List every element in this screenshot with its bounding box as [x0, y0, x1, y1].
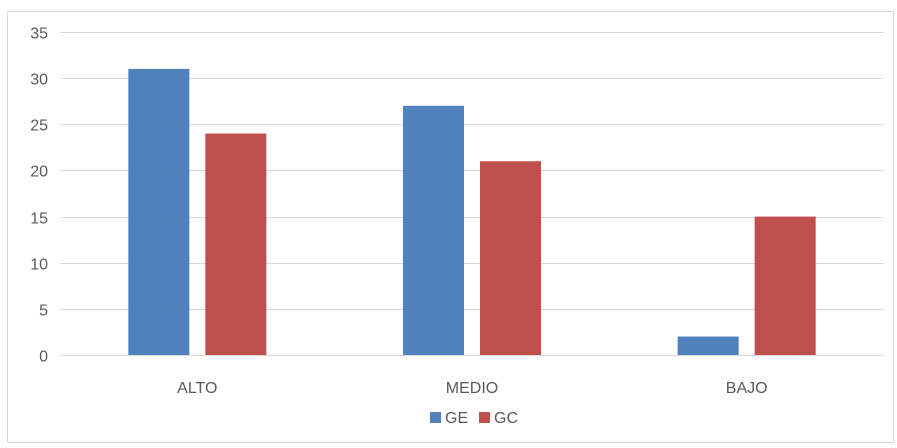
y-tick-label-20: 20: [30, 164, 48, 181]
x-axis-tick-labels: ALTO MEDIO BAJO: [177, 380, 767, 397]
y-tick-label-25: 25: [30, 118, 48, 135]
gridlines: [60, 32, 884, 356]
x-tick-label-bajo: BAJO: [726, 380, 768, 397]
legend-label-ge: GE: [445, 410, 468, 427]
y-tick-label-5: 5: [39, 303, 48, 320]
y-tick-label-15: 15: [30, 211, 48, 228]
bar-ge-medio: [403, 105, 464, 355]
y-tick-label-35: 35: [30, 26, 48, 43]
bar-ge-alto: [128, 68, 190, 356]
bar-gc-medio: [480, 161, 541, 355]
y-tick-label-30: 30: [30, 72, 48, 89]
legend-label-gc: GC: [494, 410, 518, 427]
y-axis-tick-labels: 0 5 10 15 20 25 30 35: [30, 26, 48, 366]
bars: [128, 68, 816, 356]
y-tick-label-0: 0: [39, 349, 48, 366]
bar-ge-bajo: [677, 336, 739, 355]
legend-swatch-ge: [430, 412, 441, 423]
x-tick-label-medio: MEDIO: [446, 380, 498, 397]
bar-gc-alto: [205, 133, 267, 355]
x-tick-label-alto: ALTO: [177, 380, 217, 397]
bar-gc-bajo: [754, 216, 816, 355]
legend: GE GC: [430, 410, 518, 427]
y-tick-label-10: 10: [30, 257, 48, 274]
legend-swatch-gc: [479, 412, 490, 423]
